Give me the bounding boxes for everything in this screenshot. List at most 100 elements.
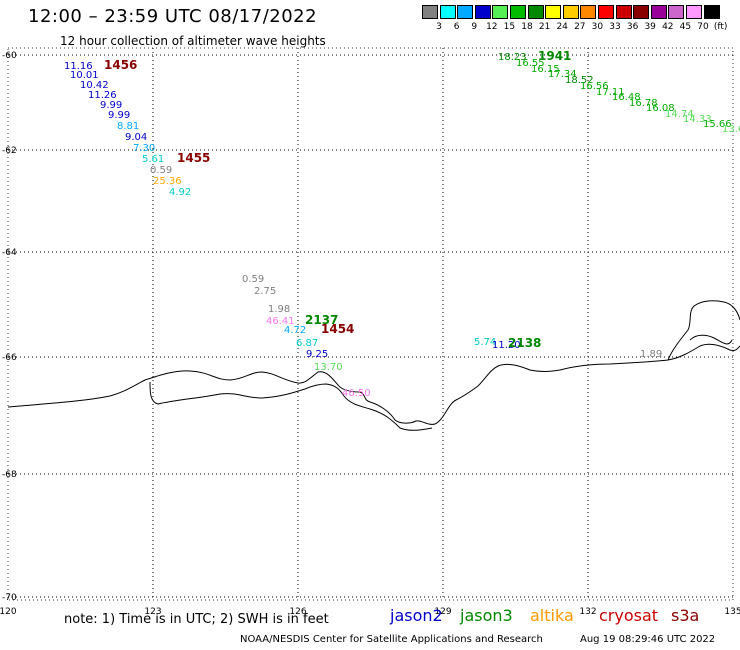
wave-height-label: 4.72 <box>284 325 306 336</box>
inlet-outline <box>689 334 733 345</box>
colorbar-swatch <box>686 5 702 19</box>
wave-height-label: 10.42 <box>80 80 109 91</box>
colorbar-swatch <box>668 5 685 19</box>
wave-height-label: 8.81 <box>117 121 139 132</box>
pass-time-label: 1456 <box>104 58 137 72</box>
colorbar-swatch <box>510 5 526 19</box>
wave-height-label: 18.52 <box>565 75 594 86</box>
wave-height-label: 7.30 <box>133 143 155 154</box>
pass-time-label: 2138 <box>508 336 541 350</box>
wave-height-label: 0.59 <box>242 274 264 285</box>
colorbar-swatch <box>650 5 667 19</box>
wave-height-label: 5.74 <box>474 337 496 348</box>
page-subtitle: 12 hour collection of altimeter wave hei… <box>60 34 326 48</box>
colorbar-label: 36 <box>626 22 639 32</box>
ice-shelf-inner-line <box>149 381 433 431</box>
colorbar-swatch <box>474 5 491 19</box>
colorbar-swatch <box>633 5 650 19</box>
colorbar-label: 70 <box>697 22 709 32</box>
wave-height-label: 18.23 <box>498 52 527 63</box>
wave-height-label: 17.11 <box>596 87 625 98</box>
wave-height-label: 5.61 <box>142 154 164 165</box>
colorbar-label: (ft) <box>713 22 728 32</box>
satellite-altika: altika <box>530 606 574 625</box>
colorbar-label: 6 <box>453 22 460 32</box>
colorbar-swatch <box>615 5 632 19</box>
lat-tick-label: -66 <box>2 353 17 363</box>
coastline <box>7 300 740 431</box>
wave-height-label: 16.08 <box>646 103 675 114</box>
lat-tick-label: -64 <box>2 248 17 258</box>
colorbar-legend: 3 6 9 12 15 18 21 24 27 30 33 36 39 42 45 70 (ft) <box>0 0 740 36</box>
wave-height-label: 9.99 <box>100 100 122 111</box>
graticule <box>7 47 734 601</box>
colorbar-label: 21 <box>538 22 551 32</box>
wave-height-label: 0.59 <box>150 165 172 176</box>
colorbar-label: 12 <box>486 22 498 32</box>
wave-height-label: 9.04 <box>125 132 147 143</box>
altimeter-tracks: 11.1610.0110.4211.269.999.998.819.047.30… <box>64 49 740 399</box>
colorbar-swatch <box>457 5 474 19</box>
colorbar-label: 39 <box>644 22 656 32</box>
antarctic-coastline <box>7 343 740 425</box>
lon-tick-label: 126 <box>289 607 306 617</box>
wave-height-label: 25.36 <box>153 176 182 187</box>
lon-tick-label: 135 <box>724 607 740 617</box>
map-border <box>7 47 734 601</box>
wave-height-label: 10.01 <box>70 70 99 81</box>
wave-height-label: 16.15 <box>531 64 560 75</box>
colorbar-swatch <box>562 5 579 19</box>
wave-height-label: 46.50 <box>342 388 371 399</box>
lon-tick-label: 129 <box>434 607 451 617</box>
colorbar-label: 45 <box>679 22 692 32</box>
wave-height-label: 16.55 <box>516 58 545 69</box>
colorbar-swatch <box>439 5 456 19</box>
lat-tick-label: -70 <box>2 593 17 603</box>
footer-note: note: 1) Time is in UTC; 2) SWH is in fe… <box>64 612 329 627</box>
wave-height-label: 11.16 <box>64 61 93 72</box>
wave-height-label: 16.78 <box>629 98 658 109</box>
colorbar-label: 18 <box>521 22 533 32</box>
pass-time-label: 1454 <box>321 322 354 336</box>
colorbar-swatch <box>545 5 562 19</box>
wave-height-label: 11.26 <box>88 90 117 101</box>
lat-tick-label: -68 <box>2 470 17 480</box>
satellite-jason3: jason3 <box>460 606 513 625</box>
wave-height-label: 1.89 <box>640 349 662 360</box>
wave-height-label: 4.92 <box>169 187 191 198</box>
wave-height-label: 16.48 <box>612 92 641 103</box>
wave-height-label: 9.99 <box>108 110 130 121</box>
peninsula-outline <box>667 300 740 361</box>
pass-time-label: 1455 <box>177 151 210 165</box>
lon-tick-label: 120 <box>0 607 17 617</box>
satellite-s3a: s3a <box>671 606 700 625</box>
satellite-jason2: jason2 <box>390 606 443 625</box>
footer-timestamp: Aug 19 08:29:46 UTC 2022 <box>580 634 716 645</box>
satellite-cryosat: cryosat <box>599 606 659 625</box>
wave-height-label: 2.75 <box>254 286 276 297</box>
colorbar-label: 42 <box>662 22 674 32</box>
wave-height-label: 14.33 <box>683 114 712 125</box>
colorbar-swatch <box>598 5 614 19</box>
pass-time-label: 2137 <box>305 313 338 327</box>
pass-time-label: 1941 <box>538 49 571 63</box>
lon-tick-label: 132 <box>579 607 596 617</box>
wave-height-label: 16.56 <box>580 81 609 92</box>
colorbar-label: 24 <box>556 22 568 32</box>
wave-height-label: 14.74 <box>665 109 694 120</box>
colorbar-swatch <box>580 5 597 19</box>
colorbar-swatch <box>527 5 544 19</box>
colorbar-swatch <box>422 5 438 19</box>
wave-height-label: 13.70 <box>314 362 343 373</box>
wave-height-label: 9.25 <box>306 349 328 360</box>
lat-tick-label: -62 <box>2 146 17 156</box>
colorbar-label: 9 <box>471 22 478 32</box>
colorbar-label: 15 <box>503 22 516 32</box>
wave-height-label: 1.98 <box>268 304 290 315</box>
page-title: 12:00 – 23:59 UTC 08/17/2022 <box>28 6 318 27</box>
lat-tick-label: -60 <box>2 51 17 61</box>
wave-height-label: 13.6 <box>722 124 740 135</box>
wave-height-label: 46.41 <box>266 316 295 327</box>
colorbar-label: 3 <box>436 22 442 32</box>
